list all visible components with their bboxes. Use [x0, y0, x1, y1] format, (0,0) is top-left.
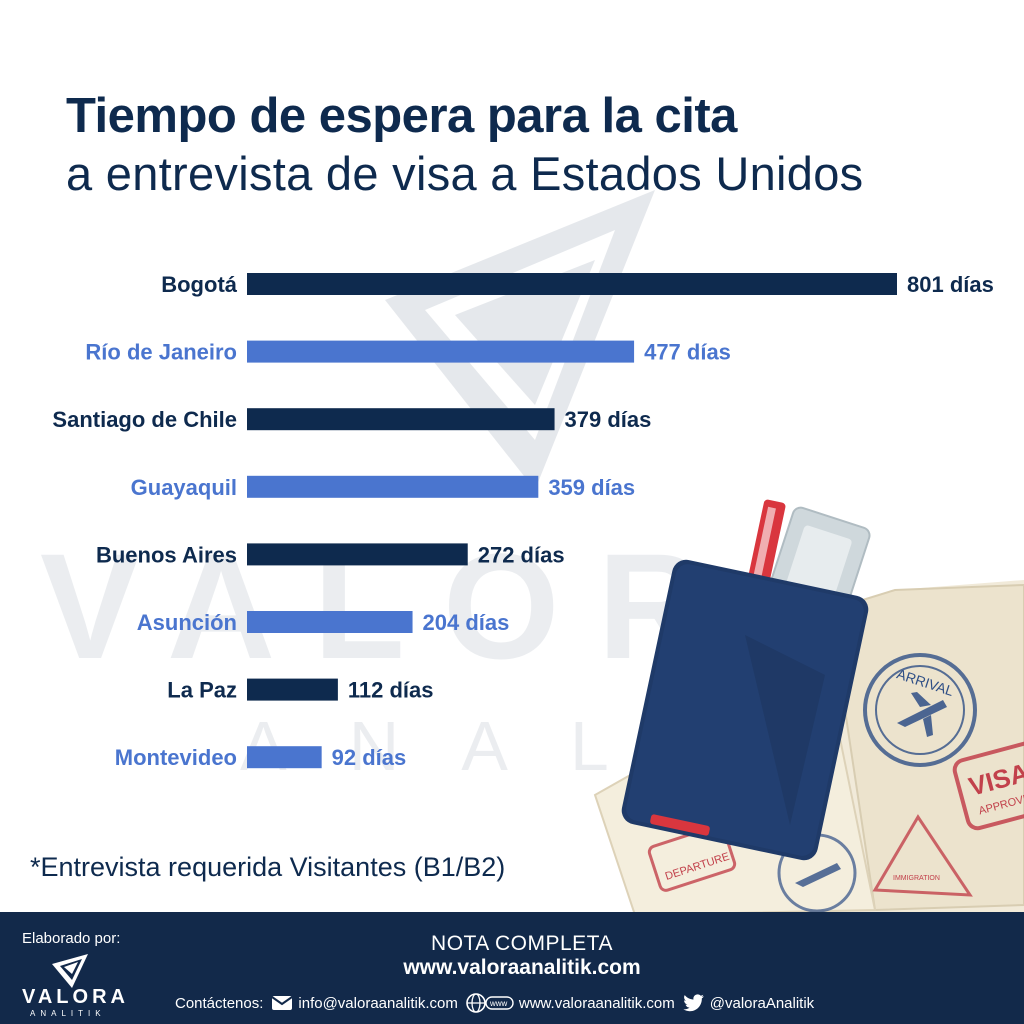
value-label: 477 días	[644, 340, 731, 365]
bar	[247, 340, 635, 363]
bar	[247, 408, 555, 431]
contact-web[interactable]: www.valoraanalitik.com	[518, 994, 675, 1012]
category-label: Bogotá	[161, 272, 238, 297]
footer: Elaborado por: VALORA ANALITIK NOTA COMP…	[0, 912, 1024, 1024]
value-label: 92 días	[332, 745, 407, 770]
category-label: Río de Janeiro	[85, 340, 237, 365]
value-label: 359 días	[548, 475, 635, 500]
bar	[247, 273, 897, 295]
twitter-icon	[682, 994, 704, 1012]
footnote: *Entrevista requerida Visitantes (B1/B2)	[30, 852, 506, 882]
credit-label: Elaborado por:	[22, 930, 121, 947]
chart-title: Tiempo de espera para la cita	[66, 89, 737, 143]
contact-email[interactable]: info@valoraanalitik.com	[298, 994, 458, 1012]
bar	[247, 611, 413, 633]
contact-bar: Contáctenos: info@valoraanalitik.com www…	[175, 992, 814, 1014]
stamp-immigration: IMMIGRATION	[893, 875, 940, 882]
valora-logo-icon	[52, 954, 88, 988]
globe-icon: www	[466, 993, 514, 1013]
value-label: 801 días	[907, 272, 994, 297]
mail-icon	[271, 996, 293, 1010]
chart-subtitle: a entrevista de visa a Estados Unidos	[66, 147, 864, 200]
category-label: Guayaquil	[131, 475, 237, 500]
svg-text:www: www	[489, 999, 508, 1008]
value-label: 204 días	[423, 610, 510, 635]
bar	[247, 678, 338, 701]
full-note-label: NOTA COMPLETA	[431, 932, 613, 955]
full-note-link[interactable]: www.valoraanalitik.com	[403, 956, 641, 979]
value-label: 379 días	[565, 407, 652, 432]
category-label: La Paz	[167, 678, 237, 703]
category-label: Montevideo	[115, 745, 237, 770]
contact-label: Contáctenos:	[175, 994, 264, 1012]
bar	[247, 543, 468, 566]
bar	[247, 746, 322, 769]
value-label: 112 días	[348, 678, 434, 703]
closed-passport	[621, 559, 869, 861]
bar	[247, 475, 539, 498]
brand-subname: ANALITIK	[30, 1009, 106, 1018]
category-label: Asunción	[137, 610, 237, 635]
category-label: Santiago de Chile	[52, 407, 237, 432]
brand-name: VALORA	[22, 986, 129, 1008]
category-label: Buenos Aires	[96, 542, 237, 567]
passport-illustration-icon: ARRIVAL VISA APPROVED IMMIGRATION DEPART…	[593, 499, 1024, 915]
value-label: 272 días	[478, 542, 565, 567]
bar-chart: Bogotá 801 días Río de Janeiro 477 días Sant…	[52, 272, 994, 770]
contact-twitter[interactable]: @valoraAnalitik	[709, 994, 815, 1012]
